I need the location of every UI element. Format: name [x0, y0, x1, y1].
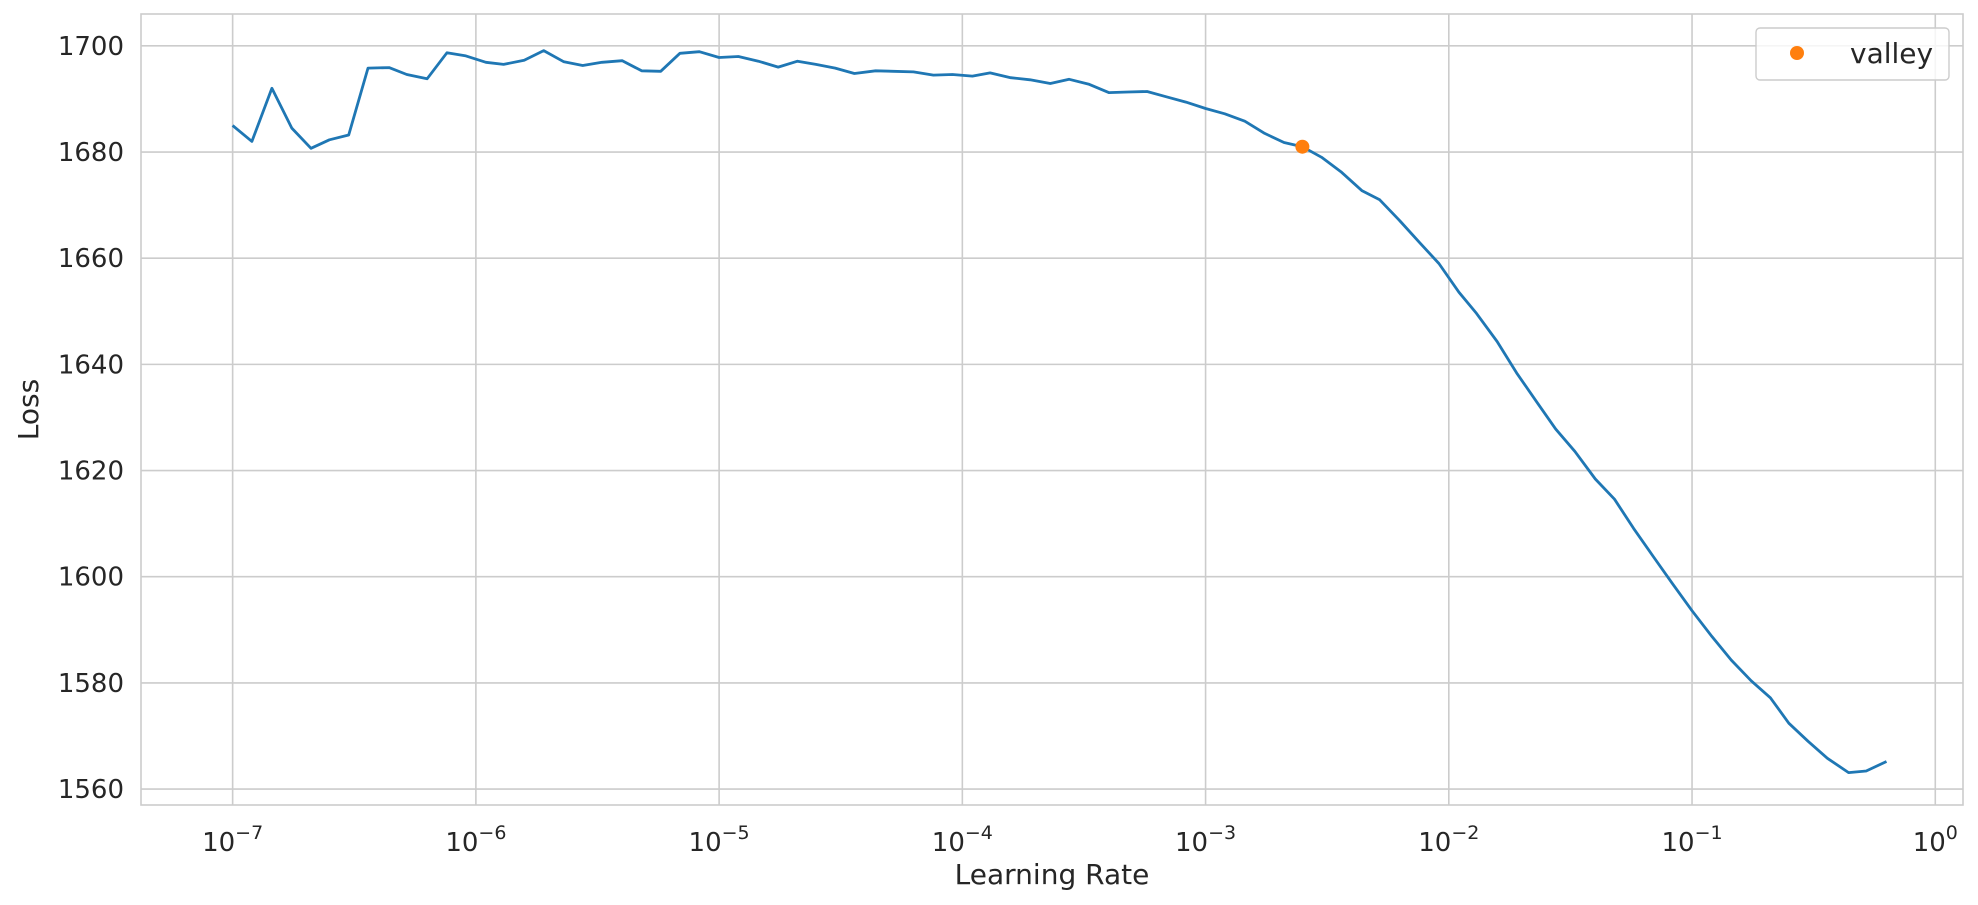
legend: valley	[1755, 27, 1950, 81]
y-axis-label: Loss	[12, 379, 45, 440]
point-layer	[1295, 139, 1310, 154]
legend-marker-valley	[1790, 46, 1804, 60]
valley-point	[1295, 139, 1310, 154]
y-tick-label: 1640	[58, 350, 124, 380]
x-tick-labels: 10−7 10−6 10−5 10−4 10−3 10−2 10−1 100	[202, 822, 1958, 858]
series-layer	[231, 49, 1888, 774]
y-tick-label: 1680	[58, 138, 124, 168]
x-axis-label: Learning Rate	[955, 858, 1150, 891]
x-tick-label: 10−2	[1418, 822, 1479, 858]
y-tick-labels: 1560 1580 1600 1620 1640 1660 1680 1700	[58, 32, 124, 805]
loss-curve	[231, 49, 1888, 774]
x-tick-label: 10−6	[445, 822, 506, 858]
legend-label-valley: valley	[1850, 37, 1933, 70]
x-tick-label: 10−7	[202, 822, 263, 858]
y-tick-label: 1660	[58, 244, 124, 274]
y-tick-label: 1580	[58, 669, 124, 699]
grid-layer	[141, 14, 1963, 805]
x-tick-label: 10−5	[689, 822, 750, 858]
x-tick-label: 100	[1913, 822, 1958, 858]
y-tick-label: 1700	[58, 32, 124, 62]
y-tick-label: 1560	[58, 775, 124, 805]
legend-box	[1755, 27, 1950, 81]
x-tick-label: 10−3	[1175, 822, 1236, 858]
y-tick-label: 1600	[58, 563, 124, 593]
y-tick-label: 1620	[58, 457, 124, 487]
x-tick-label: 10−1	[1661, 822, 1722, 858]
x-tick-label: 10−4	[932, 822, 993, 858]
plot-frame	[140, 13, 1964, 806]
